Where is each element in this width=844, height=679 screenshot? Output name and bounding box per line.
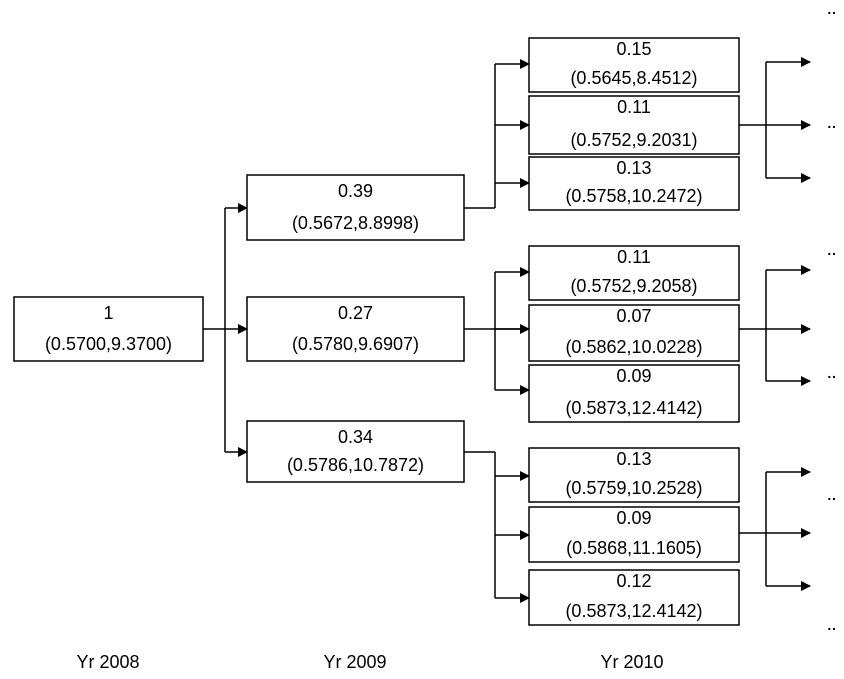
node-box xyxy=(13,296,204,362)
node-value: 1 xyxy=(103,303,113,323)
node-value: 0.11 xyxy=(617,247,651,267)
ellipsis: ·· xyxy=(827,246,836,262)
node-coords: (0.5752,9.2058) xyxy=(570,276,697,296)
node-coords: (0.5780,9.6907) xyxy=(292,334,419,354)
node-coords: (0.5752,9.2031) xyxy=(570,130,697,150)
node-box xyxy=(528,245,740,301)
connector xyxy=(739,472,767,586)
node-coords: (0.5862,10.0228) xyxy=(565,337,702,357)
connector xyxy=(464,64,496,209)
node-coords: (0.5758,10.2472) xyxy=(565,186,702,206)
node-coords: (0.5873,12.4142) xyxy=(565,398,702,418)
ellipsis: ·· xyxy=(827,369,836,385)
node-value: 0.15 xyxy=(616,39,651,59)
node-coords: (0.5672,8.8998) xyxy=(292,213,419,233)
ellipsis: ·· xyxy=(827,119,836,135)
ellipsis: ·· xyxy=(827,5,836,21)
node-coords: (0.5873,12.4142) xyxy=(565,601,702,621)
node-coords: (0.5700,9.3700) xyxy=(45,334,172,354)
node-box xyxy=(246,420,465,483)
node-value: 0.07 xyxy=(616,306,651,326)
connectors xyxy=(203,57,811,603)
node-value: 0.39 xyxy=(338,181,373,201)
node-box xyxy=(528,95,740,155)
column-label: Yr 2009 xyxy=(323,652,386,672)
node-value: 0.09 xyxy=(616,508,651,528)
node-value: 0.11 xyxy=(617,97,651,117)
node-box xyxy=(528,569,740,626)
node-box xyxy=(528,304,740,362)
node-value: 0.34 xyxy=(338,427,373,447)
node-box xyxy=(528,447,740,503)
node-box xyxy=(528,156,740,211)
node-value: 0.13 xyxy=(616,158,651,178)
connector xyxy=(464,272,529,390)
node-box xyxy=(528,37,740,93)
node-value: 0.09 xyxy=(616,366,651,386)
ellipsis: ·· xyxy=(827,621,836,637)
node-box xyxy=(246,296,465,362)
column-label: Yr 2010 xyxy=(600,652,663,672)
node-value: 0.12 xyxy=(616,571,651,591)
ellipsis: ·· xyxy=(827,491,836,507)
node-box xyxy=(528,506,740,563)
connector xyxy=(203,208,226,452)
node-box xyxy=(246,174,465,241)
node-coords: (0.5759,10.2528) xyxy=(565,478,702,498)
node-value: 0.13 xyxy=(616,449,651,469)
connector xyxy=(464,451,496,598)
node-box xyxy=(528,364,740,423)
node-coords: (0.5786,10.7872) xyxy=(287,455,424,475)
connector xyxy=(739,270,767,381)
connector xyxy=(739,62,767,178)
node-value: 0.27 xyxy=(338,303,373,323)
node-coords: (0.5868,11.1605) xyxy=(566,538,702,558)
node-coords: (0.5645,8.4512) xyxy=(570,68,697,88)
column-label: Yr 2008 xyxy=(76,652,139,672)
